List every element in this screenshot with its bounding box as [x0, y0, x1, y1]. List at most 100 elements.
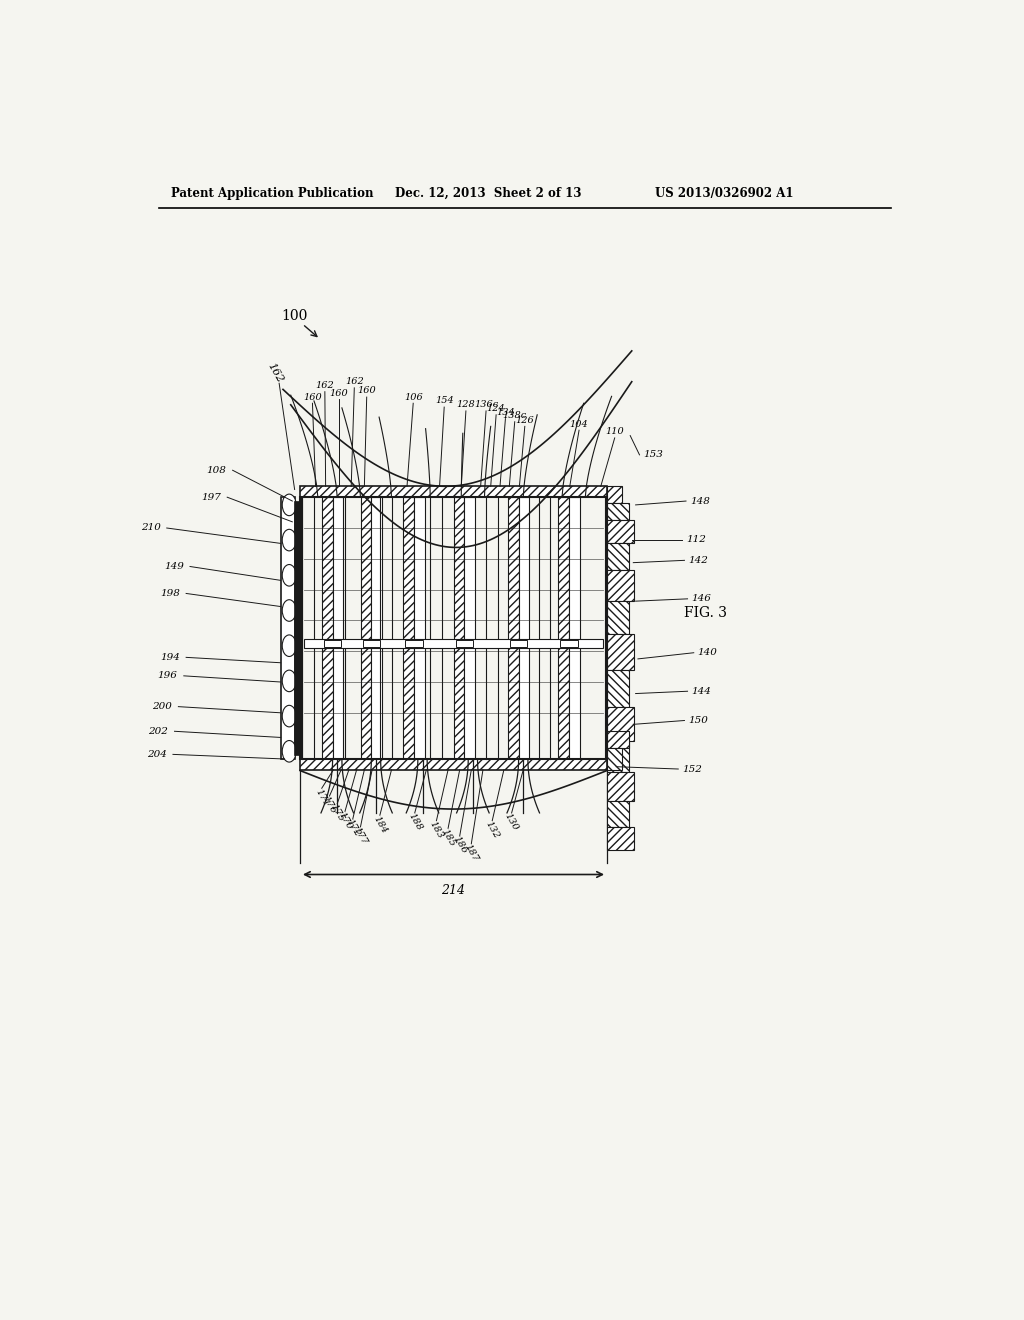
Text: 194: 194: [160, 653, 180, 661]
Text: 162: 162: [315, 381, 334, 389]
Bar: [518, 498, 529, 759]
Bar: [414, 498, 425, 759]
Text: 160: 160: [357, 387, 376, 396]
Bar: [607, 520, 634, 544]
Text: 210: 210: [140, 524, 161, 532]
Text: 186: 186: [452, 834, 468, 855]
Bar: [454, 498, 464, 759]
Text: 144: 144: [691, 686, 712, 696]
Text: 124: 124: [486, 404, 506, 413]
Text: 134: 134: [496, 408, 515, 417]
Bar: [607, 826, 634, 850]
Text: 149: 149: [164, 562, 183, 572]
Text: US 2013/0326902 A1: US 2013/0326902 A1: [655, 186, 794, 199]
Text: 160: 160: [330, 389, 348, 397]
Bar: [282, 498, 295, 759]
Bar: [607, 772, 634, 801]
Bar: [406, 640, 423, 647]
Text: 204: 204: [146, 750, 167, 759]
Text: 162: 162: [345, 378, 364, 387]
Bar: [607, 487, 623, 503]
Text: 177: 177: [352, 825, 369, 846]
Bar: [607, 544, 629, 570]
Text: 214: 214: [441, 884, 466, 896]
Bar: [360, 498, 372, 759]
Text: FIG. 3: FIG. 3: [684, 606, 727, 619]
Text: 160: 160: [303, 392, 322, 401]
Ellipse shape: [283, 671, 296, 692]
Text: 130: 130: [503, 812, 520, 833]
Text: 187: 187: [463, 842, 480, 863]
Bar: [607, 671, 629, 706]
Bar: [464, 498, 475, 759]
Text: 128: 128: [457, 400, 475, 409]
Text: 110: 110: [605, 428, 624, 436]
Text: 126: 126: [515, 416, 535, 425]
Bar: [322, 498, 333, 759]
Text: 200: 200: [153, 702, 172, 711]
Bar: [558, 498, 569, 759]
Text: 140: 140: [697, 648, 718, 657]
Text: 185: 185: [439, 828, 457, 847]
Text: 184: 184: [372, 814, 388, 834]
Ellipse shape: [283, 494, 296, 516]
Text: 106: 106: [403, 392, 423, 401]
Bar: [456, 640, 473, 647]
Bar: [508, 498, 518, 759]
Text: 175: 175: [329, 803, 346, 824]
Ellipse shape: [283, 599, 296, 622]
Text: 152: 152: [682, 764, 702, 774]
Text: 100: 100: [282, 309, 308, 323]
Bar: [300, 498, 607, 759]
Text: 136c: 136c: [474, 400, 498, 409]
Bar: [607, 748, 623, 770]
Bar: [569, 498, 580, 759]
Bar: [324, 640, 341, 647]
Bar: [560, 640, 578, 647]
Bar: [362, 640, 380, 647]
Bar: [333, 498, 343, 759]
Text: 162: 162: [265, 360, 285, 384]
Text: 154: 154: [435, 396, 454, 405]
Text: Dec. 12, 2013  Sheet 2 of 13: Dec. 12, 2013 Sheet 2 of 13: [395, 186, 582, 199]
Text: 196: 196: [158, 672, 177, 680]
Text: 197: 197: [201, 492, 221, 502]
Text: 148: 148: [690, 496, 710, 506]
Bar: [607, 570, 634, 601]
Ellipse shape: [283, 529, 296, 550]
Text: 172: 172: [344, 818, 361, 838]
Bar: [294, 502, 302, 755]
Bar: [607, 635, 634, 671]
Bar: [607, 801, 629, 826]
Text: 104: 104: [569, 420, 589, 429]
Text: 171: 171: [313, 787, 331, 808]
Bar: [607, 742, 629, 772]
Bar: [372, 498, 382, 759]
Text: 170: 170: [337, 810, 353, 832]
Text: 198: 198: [160, 589, 180, 598]
Bar: [300, 487, 607, 498]
Text: 176: 176: [321, 795, 338, 816]
Bar: [510, 640, 527, 647]
Text: 202: 202: [148, 727, 168, 735]
Bar: [607, 706, 634, 742]
Ellipse shape: [283, 565, 296, 586]
Ellipse shape: [283, 635, 296, 656]
Bar: [300, 759, 607, 770]
Text: 188: 188: [407, 812, 423, 833]
Text: 132: 132: [483, 820, 501, 841]
Text: 138c: 138c: [503, 411, 527, 420]
Text: 183: 183: [428, 820, 445, 841]
Bar: [607, 601, 629, 635]
Text: Patent Application Publication: Patent Application Publication: [171, 186, 373, 199]
Text: 146: 146: [691, 594, 712, 603]
Text: 142: 142: [688, 556, 709, 565]
Ellipse shape: [283, 705, 296, 727]
Bar: [607, 503, 629, 520]
Text: 108: 108: [207, 466, 226, 475]
Text: 153: 153: [643, 450, 664, 459]
Bar: [607, 731, 629, 748]
Bar: [304, 639, 603, 648]
Ellipse shape: [283, 741, 296, 762]
Text: 150: 150: [688, 715, 709, 725]
